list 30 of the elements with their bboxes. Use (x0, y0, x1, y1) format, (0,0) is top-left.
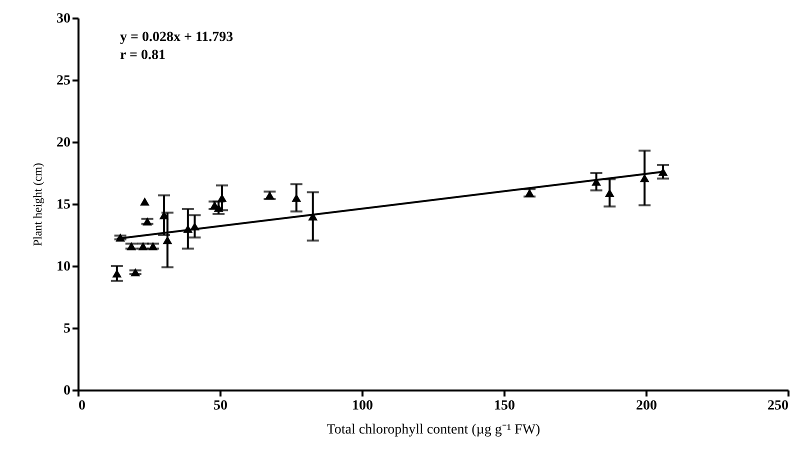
y-tick-label: 25 (56, 74, 70, 88)
point (592, 178, 602, 186)
point (308, 212, 318, 221)
y-tick-label: 0 (64, 384, 70, 398)
point (190, 222, 200, 230)
y-tick-label: 15 (56, 198, 70, 212)
annotation: r = 0.81 (120, 48, 166, 63)
point (640, 174, 650, 182)
x-axis-title: Total chlorophyll content (µg g⁻¹ FW) (326, 422, 541, 438)
point (292, 194, 302, 202)
y-tick-label: 5 (64, 322, 70, 336)
point (658, 168, 668, 176)
point (112, 269, 122, 278)
y-tick-label: 30 (56, 12, 70, 26)
y-tick-label: 10 (56, 260, 70, 274)
annotation: y = 0.028x + 11.793 (120, 30, 234, 45)
y-tick-label: 20 (56, 136, 70, 150)
x-tick-label: 100 (352, 398, 373, 414)
x-tick-label: 250 (768, 398, 788, 414)
point (604, 188, 614, 197)
point (159, 211, 169, 220)
point (214, 204, 224, 212)
point (140, 197, 150, 206)
point (162, 236, 172, 244)
x-tick-label: 150 (494, 398, 515, 414)
x-tick-label: 0 (78, 398, 86, 414)
point (183, 224, 193, 233)
y-axis-title: Plant height (cm) (30, 162, 44, 246)
x-tick-label: 50 (214, 398, 228, 414)
x-tick-label: 200 (636, 398, 657, 414)
